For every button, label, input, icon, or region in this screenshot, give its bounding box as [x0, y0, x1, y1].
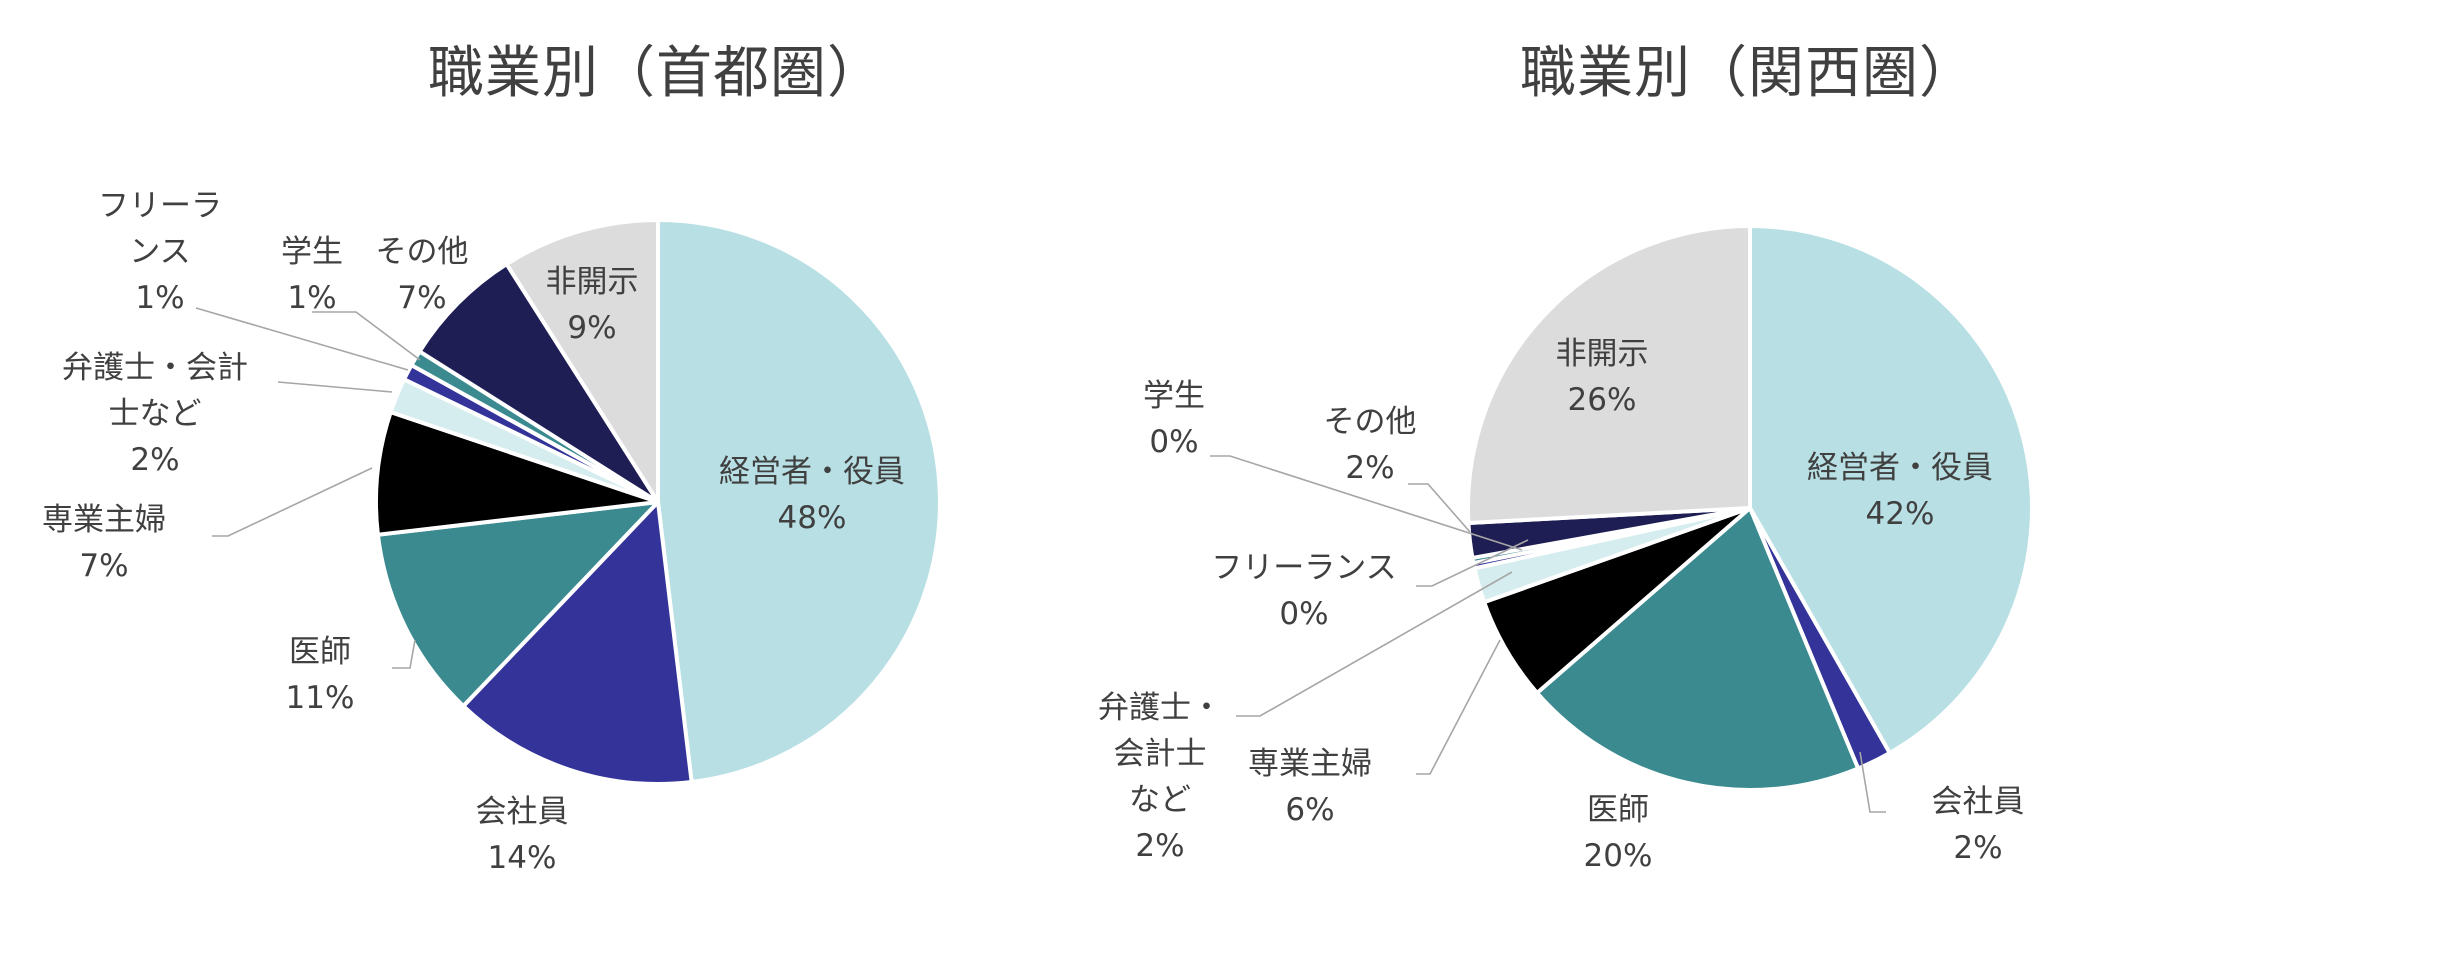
leader-line — [1408, 483, 1471, 533]
pie-slices — [1466, 224, 2034, 792]
slice-label: 学生 0% — [1143, 378, 1205, 460]
slice-label: その他 2% — [1324, 404, 1417, 486]
leader-line — [1210, 455, 1523, 551]
slice-percent: 42% — [1866, 496, 1935, 532]
leader-line — [195, 307, 409, 371]
leader-line — [277, 381, 393, 393]
leader-line — [1859, 751, 1886, 813]
slice-percent: 48% — [778, 500, 847, 536]
slice-label: フリーランス 1% — [98, 188, 222, 316]
leader-line — [392, 639, 416, 669]
slice-percent: 1% — [287, 280, 336, 316]
slice-percent: 26% — [1568, 382, 1637, 418]
pie-slice-3 — [1535, 506, 1861, 792]
slice-percent: 7% — [79, 548, 128, 584]
slice-percent: 6% — [1285, 792, 1334, 828]
slice-percent: 11% — [286, 680, 355, 716]
slice-percent: 2% — [1345, 450, 1394, 486]
chart-title: 職業別（関西圏） — [1520, 41, 1976, 106]
pie-slice-8 — [417, 262, 660, 504]
slice-percent: 9% — [567, 310, 616, 346]
slice-label: 弁護士・会計士など 2% — [62, 350, 248, 478]
slice-label: 専業主婦 7% — [42, 502, 166, 584]
slice-percent: 20% — [1584, 838, 1653, 874]
slice-percent: 0% — [1149, 424, 1198, 460]
slice-label: 医師 20% — [1584, 792, 1653, 874]
slice-label: 非開示 26% — [1556, 336, 1649, 418]
slice-percent: 2% — [1135, 828, 1184, 864]
pie-slice-2 — [461, 500, 694, 786]
slice-label: 弁護士・会計士など 2% — [1098, 690, 1222, 864]
pie-chart-kansai: 職業別（関西圏） 経営者・役員 42% 会社員 2% 医師 20% 専業主婦 6% 弁護士・会計… — [1060, 0, 2444, 954]
pie-slice-1 — [1748, 224, 2034, 755]
slice-label: 会社員 2% — [1932, 784, 2025, 866]
slice-label: 経営者・役員 48% — [719, 454, 905, 536]
slice-label: その他 7% — [376, 234, 469, 316]
slice-label: フリーランス 0% — [1211, 550, 1396, 632]
slice-label: 学生 1% — [281, 234, 343, 316]
pie-slice-1 — [656, 218, 942, 784]
pie-slice-9 — [1466, 224, 1752, 525]
slice-percent: 1% — [135, 280, 184, 316]
pie-slices — [374, 218, 942, 786]
slice-label: 会社員 14% — [476, 794, 569, 876]
slice-percent: 0% — [1279, 596, 1328, 632]
pie-chart-tokyo-plot: 経営者・役員 48% 会社員 14% 医師 11% 専業主婦 7% 弁護士・会計士など 2% フリー… — [42, 188, 942, 876]
pie-chart-tokyo: 職業別（首都圏） 経営者・役員 48% 会社員 14% 医師 11% 専業主婦 7% 弁護士・会… — [0, 0, 1100, 954]
leader-line — [312, 311, 421, 361]
slice-percent: 2% — [1953, 830, 2002, 866]
leader-line — [1416, 639, 1501, 775]
pie-slice-3 — [375, 500, 660, 709]
slice-label: 専業主婦 6% — [1248, 746, 1372, 828]
slice-percent: 7% — [397, 280, 446, 316]
leader-line — [1236, 571, 1513, 717]
pie-slice-4 — [374, 410, 660, 537]
slice-label: 経営者・役員 42% — [1807, 450, 1993, 532]
slice-percent: 14% — [488, 840, 557, 876]
slice-percent: 2% — [130, 442, 179, 478]
chart-title: 職業別（首都圏） — [428, 41, 884, 106]
slice-label: 非開示 9% — [546, 264, 639, 346]
leader-line — [212, 467, 373, 537]
pie-slice-9 — [504, 218, 660, 504]
pie-chart-kansai-plot: 経営者・役員 42% 会社員 2% 医師 20% 専業主婦 6% 弁護士・会計士など 2% フリーラ… — [1098, 224, 2034, 874]
leader-line — [1416, 539, 1529, 587]
slice-label: 医師 11% — [286, 634, 355, 716]
